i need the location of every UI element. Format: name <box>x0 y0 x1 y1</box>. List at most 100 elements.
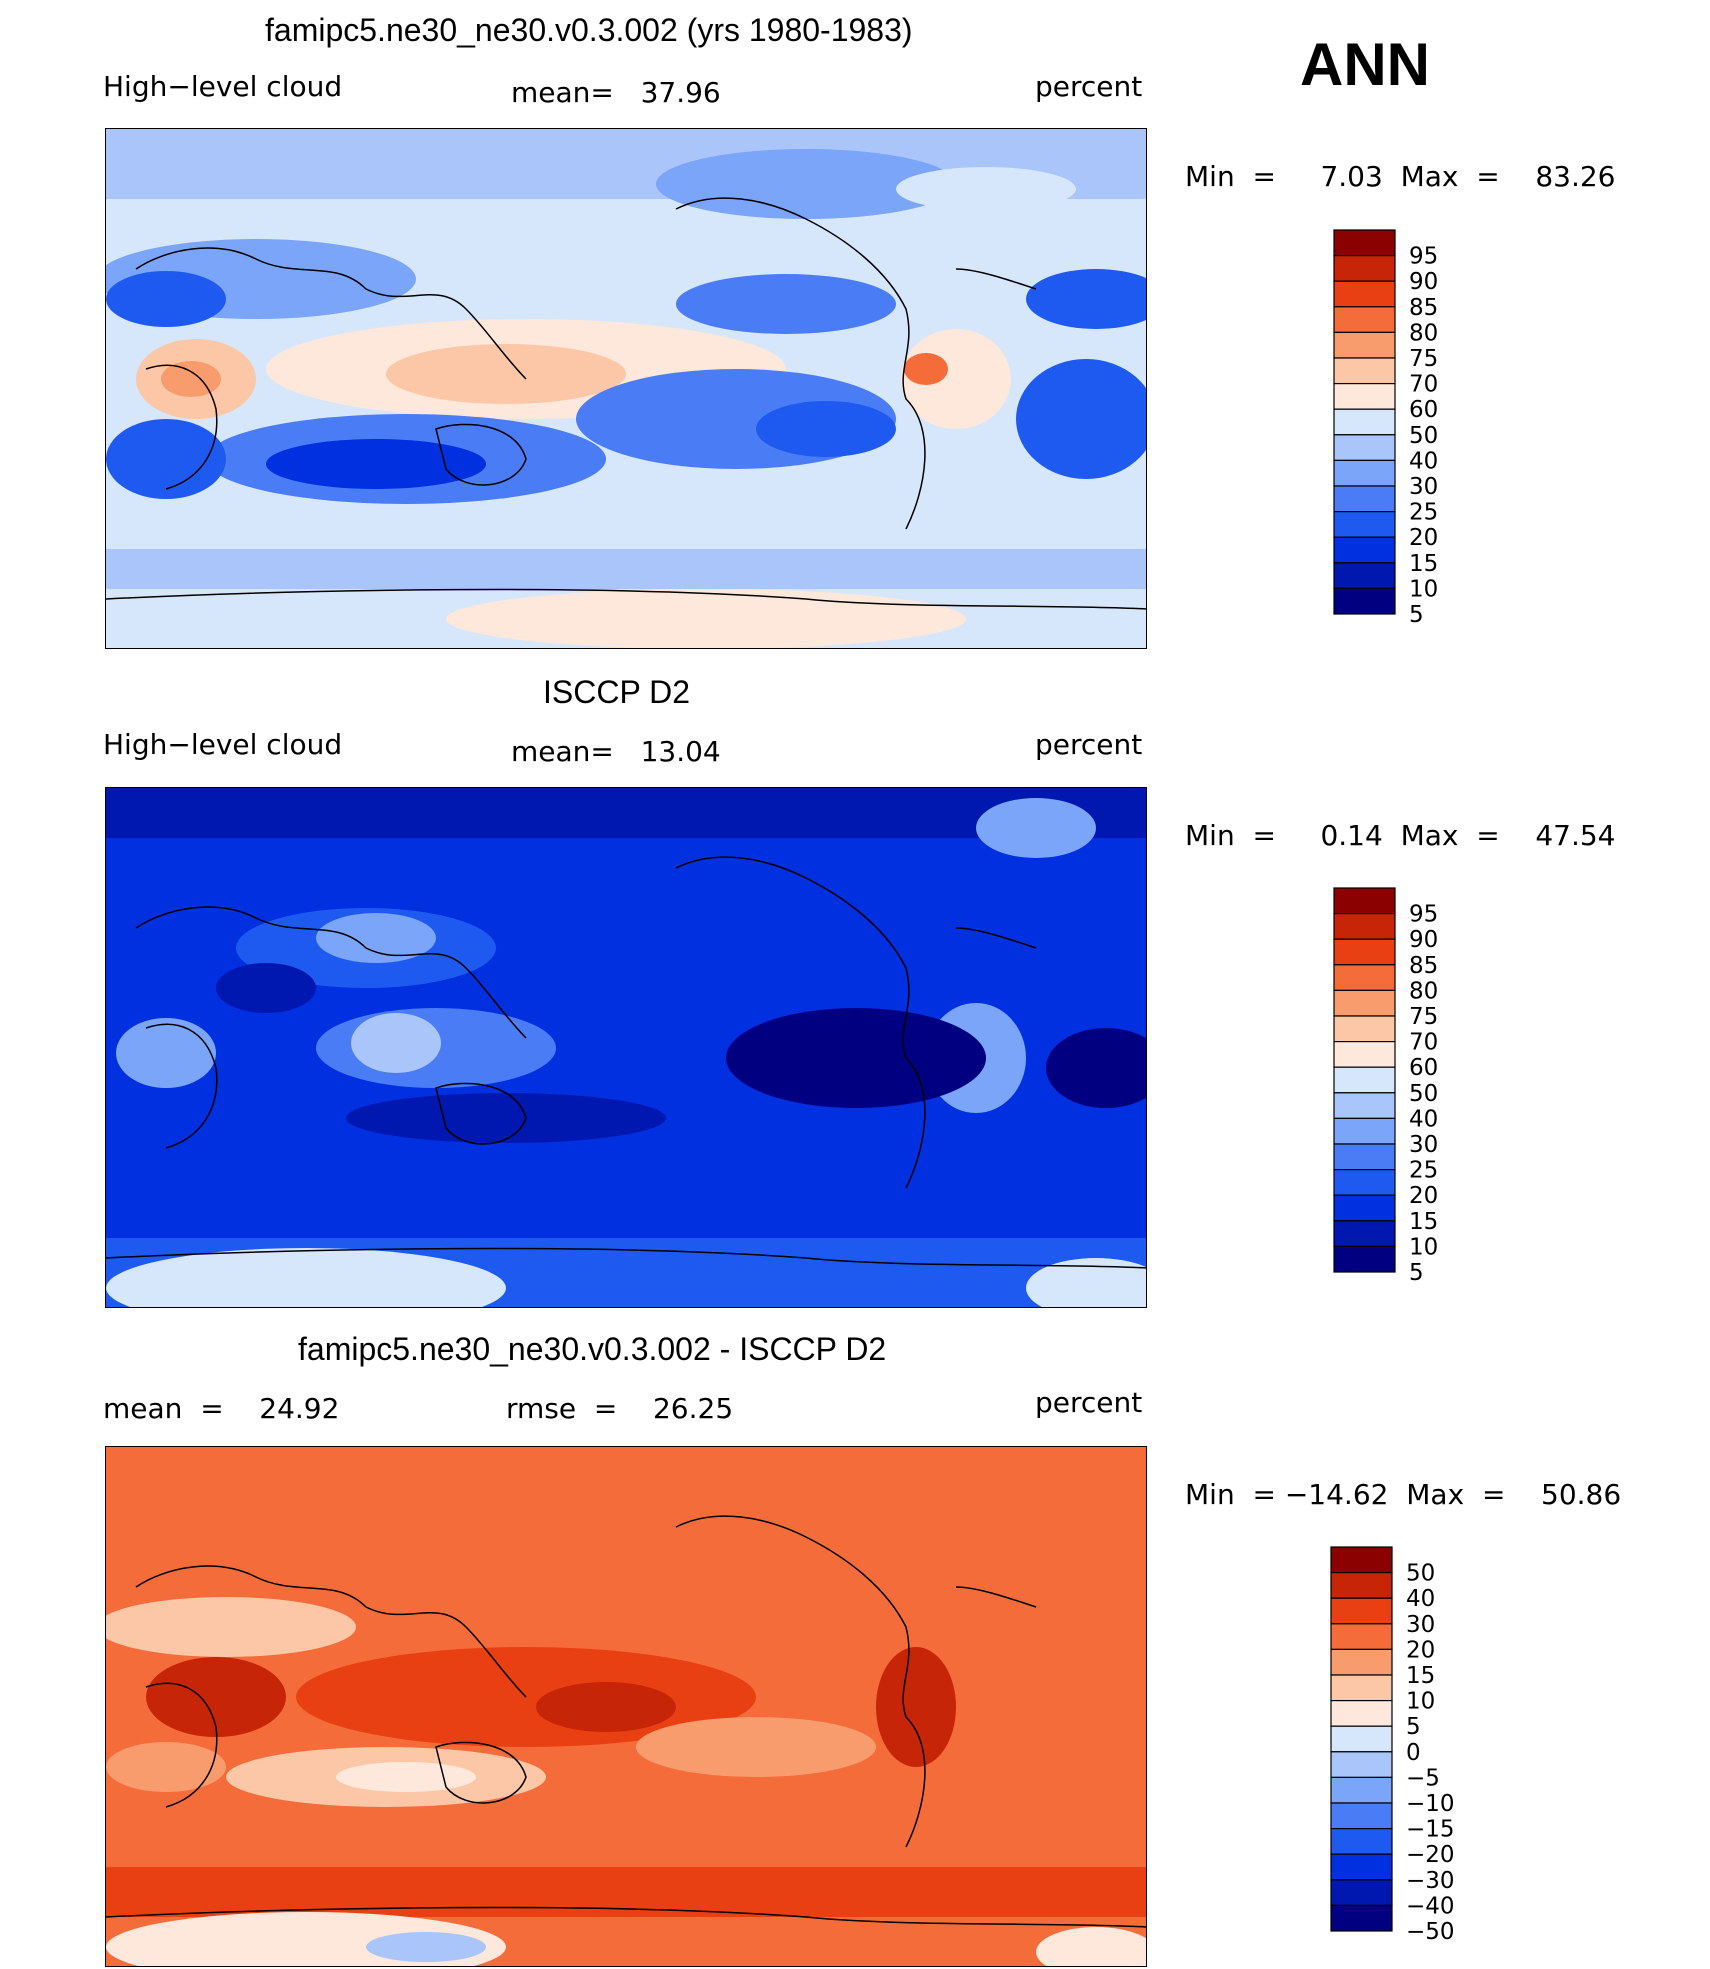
panel-3-map <box>105 1446 1147 1967</box>
panel-1-mean-label: mean= 37.96 <box>511 76 721 109</box>
colorbar-swatch <box>1330 1904 1393 1932</box>
colorbar-swatch <box>1330 1828 1393 1855</box>
colorbar-level-label: 60 <box>1409 397 1438 423</box>
colorbar-swatch <box>1333 1117 1396 1145</box>
colorbar-level-label: −10 <box>1406 1791 1455 1817</box>
colorbar-swatch <box>1333 485 1396 513</box>
colorbar-swatch <box>1333 562 1396 589</box>
colorbar-swatch <box>1333 536 1396 564</box>
colorbar-level-label: 75 <box>1409 1004 1438 1030</box>
colorbar-level-label: −30 <box>1406 1868 1455 1894</box>
colorbar-level-label: 40 <box>1406 1586 1435 1612</box>
colorbar-level-label: −50 <box>1406 1919 1455 1945</box>
colorbar-swatch <box>1333 1169 1396 1196</box>
colorbar-swatch <box>1333 511 1396 538</box>
colorbar-swatch <box>1333 938 1396 966</box>
colorbar-level-label: 15 <box>1409 1209 1438 1235</box>
colorbar-swatch <box>1333 887 1396 915</box>
colorbar-swatch <box>1333 357 1396 385</box>
colorbar-swatch <box>1330 1623 1393 1651</box>
colorbar-level-label: 90 <box>1409 269 1438 295</box>
season-label: ANN <box>1300 31 1430 98</box>
panel-3-minmax: Min = −14.62 Max = 50.86 <box>1185 1478 1622 1511</box>
colorbar-level-label: 80 <box>1409 320 1438 346</box>
colorbar-swatch <box>1330 1597 1393 1625</box>
colorbar-level-label: 20 <box>1406 1637 1435 1663</box>
colorbar-swatch <box>1330 1879 1393 1906</box>
colorbar-level-label: 90 <box>1409 927 1438 953</box>
colorbar-swatch <box>1333 1220 1396 1247</box>
colorbar-swatch <box>1333 255 1396 282</box>
colorbar-level-label: −40 <box>1406 1893 1455 1919</box>
panel-2-contours <box>106 788 1146 1307</box>
colorbar-swatch <box>1330 1751 1393 1779</box>
colorbar-level-label: 85 <box>1409 295 1438 321</box>
panel-3-units-label: percent <box>1035 1386 1143 1419</box>
colorbar-level-label: 10 <box>1406 1689 1435 1715</box>
colorbar-swatch <box>1333 1143 1396 1171</box>
colorbar-swatch <box>1333 408 1396 436</box>
colorbar-level-label: 5 <box>1409 602 1424 628</box>
colorbar-level-label: 10 <box>1409 576 1438 602</box>
panel-1-title: famipc5.ne30_ne30.v0.3.002 (yrs 1980-198… <box>265 12 913 48</box>
panel-1-colorbar: 95 90 85 80 75 70 60 50 40 30 25 20 15 10 5 <box>1333 229 1484 628</box>
colorbar-swatch <box>1330 1802 1393 1830</box>
colorbar-swatch <box>1333 1015 1396 1043</box>
colorbar-level-label: 15 <box>1406 1663 1435 1689</box>
panel-3-title: famipc5.ne30_ne30.v0.3.002 - ISCCP D2 <box>298 1331 887 1367</box>
colorbar-level-label: 75 <box>1409 346 1438 372</box>
colorbar-swatch <box>1330 1853 1393 1881</box>
colorbar-swatch <box>1330 1700 1393 1727</box>
panel-3-colorbar: 50 40 30 20 15 10 5 0 −5 −10 −15 −20 −30 −40 −50 <box>1330 1546 1481 1945</box>
panel-3-mean-label: mean = 24.92 <box>103 1392 340 1425</box>
colorbar-level-label: 40 <box>1409 1106 1438 1132</box>
colorbar-level-label: 70 <box>1409 372 1438 398</box>
colorbar-swatch <box>1333 383 1396 410</box>
colorbar-level-label: 95 <box>1409 244 1438 270</box>
colorbar-level-label: 5 <box>1406 1714 1421 1740</box>
colorbar-level-label: −20 <box>1406 1842 1455 1868</box>
colorbar-level-label: 85 <box>1409 953 1438 979</box>
panel-2-colorbar: 95 90 85 80 75 70 60 50 40 30 25 20 15 10 5 <box>1333 887 1484 1286</box>
panel-2-variable-label: High−level cloud <box>103 728 343 761</box>
colorbar-swatch <box>1333 1194 1396 1222</box>
colorbar-level-label: 50 <box>1409 423 1438 449</box>
panel-1-contours <box>106 129 1146 648</box>
colorbar-swatch <box>1333 280 1396 308</box>
panel-2-minmax: Min = 0.14 Max = 47.54 <box>1185 819 1616 852</box>
colorbar-level-label: 30 <box>1406 1612 1435 1638</box>
colorbar-level-label: −15 <box>1406 1817 1455 1843</box>
panel-2-map <box>105 787 1147 1308</box>
colorbar-swatch <box>1333 1092 1396 1120</box>
colorbar-swatch <box>1330 1546 1393 1574</box>
colorbar-level-label: 15 <box>1409 551 1438 577</box>
colorbar-swatch <box>1330 1776 1393 1804</box>
panel-1-coastlines <box>106 197 1146 610</box>
colorbar-level-label: 30 <box>1409 1132 1438 1158</box>
colorbar-swatch <box>1333 1245 1396 1273</box>
colorbar-swatch <box>1330 1572 1393 1599</box>
colorbar-swatch <box>1333 989 1396 1017</box>
colorbar-level-label: 20 <box>1409 525 1438 551</box>
colorbar-swatch <box>1333 587 1396 615</box>
colorbar-level-label: 40 <box>1409 448 1438 474</box>
colorbar-swatch <box>1333 434 1396 462</box>
panel-2-coastlines <box>106 856 1146 1269</box>
colorbar-swatch <box>1333 331 1396 359</box>
colorbar-level-label: 5 <box>1409 1260 1424 1286</box>
colorbar-level-label: 30 <box>1409 474 1438 500</box>
colorbar-level-label: 60 <box>1409 1055 1438 1081</box>
colorbar-level-label: 50 <box>1409 1081 1438 1107</box>
colorbar-swatch <box>1333 1066 1396 1094</box>
colorbar-level-label: 50 <box>1406 1561 1435 1587</box>
panel-3-rmse-label: rmse = 26.25 <box>506 1392 734 1425</box>
panel-1-variable-label: High−level cloud <box>103 70 343 103</box>
panel-2-mean-label: mean= 13.04 <box>511 735 721 768</box>
colorbar-level-label: 70 <box>1409 1030 1438 1056</box>
colorbar-swatch <box>1333 964 1396 992</box>
panel-1-units-label: percent <box>1035 70 1143 103</box>
colorbar-level-label: 95 <box>1409 902 1438 928</box>
